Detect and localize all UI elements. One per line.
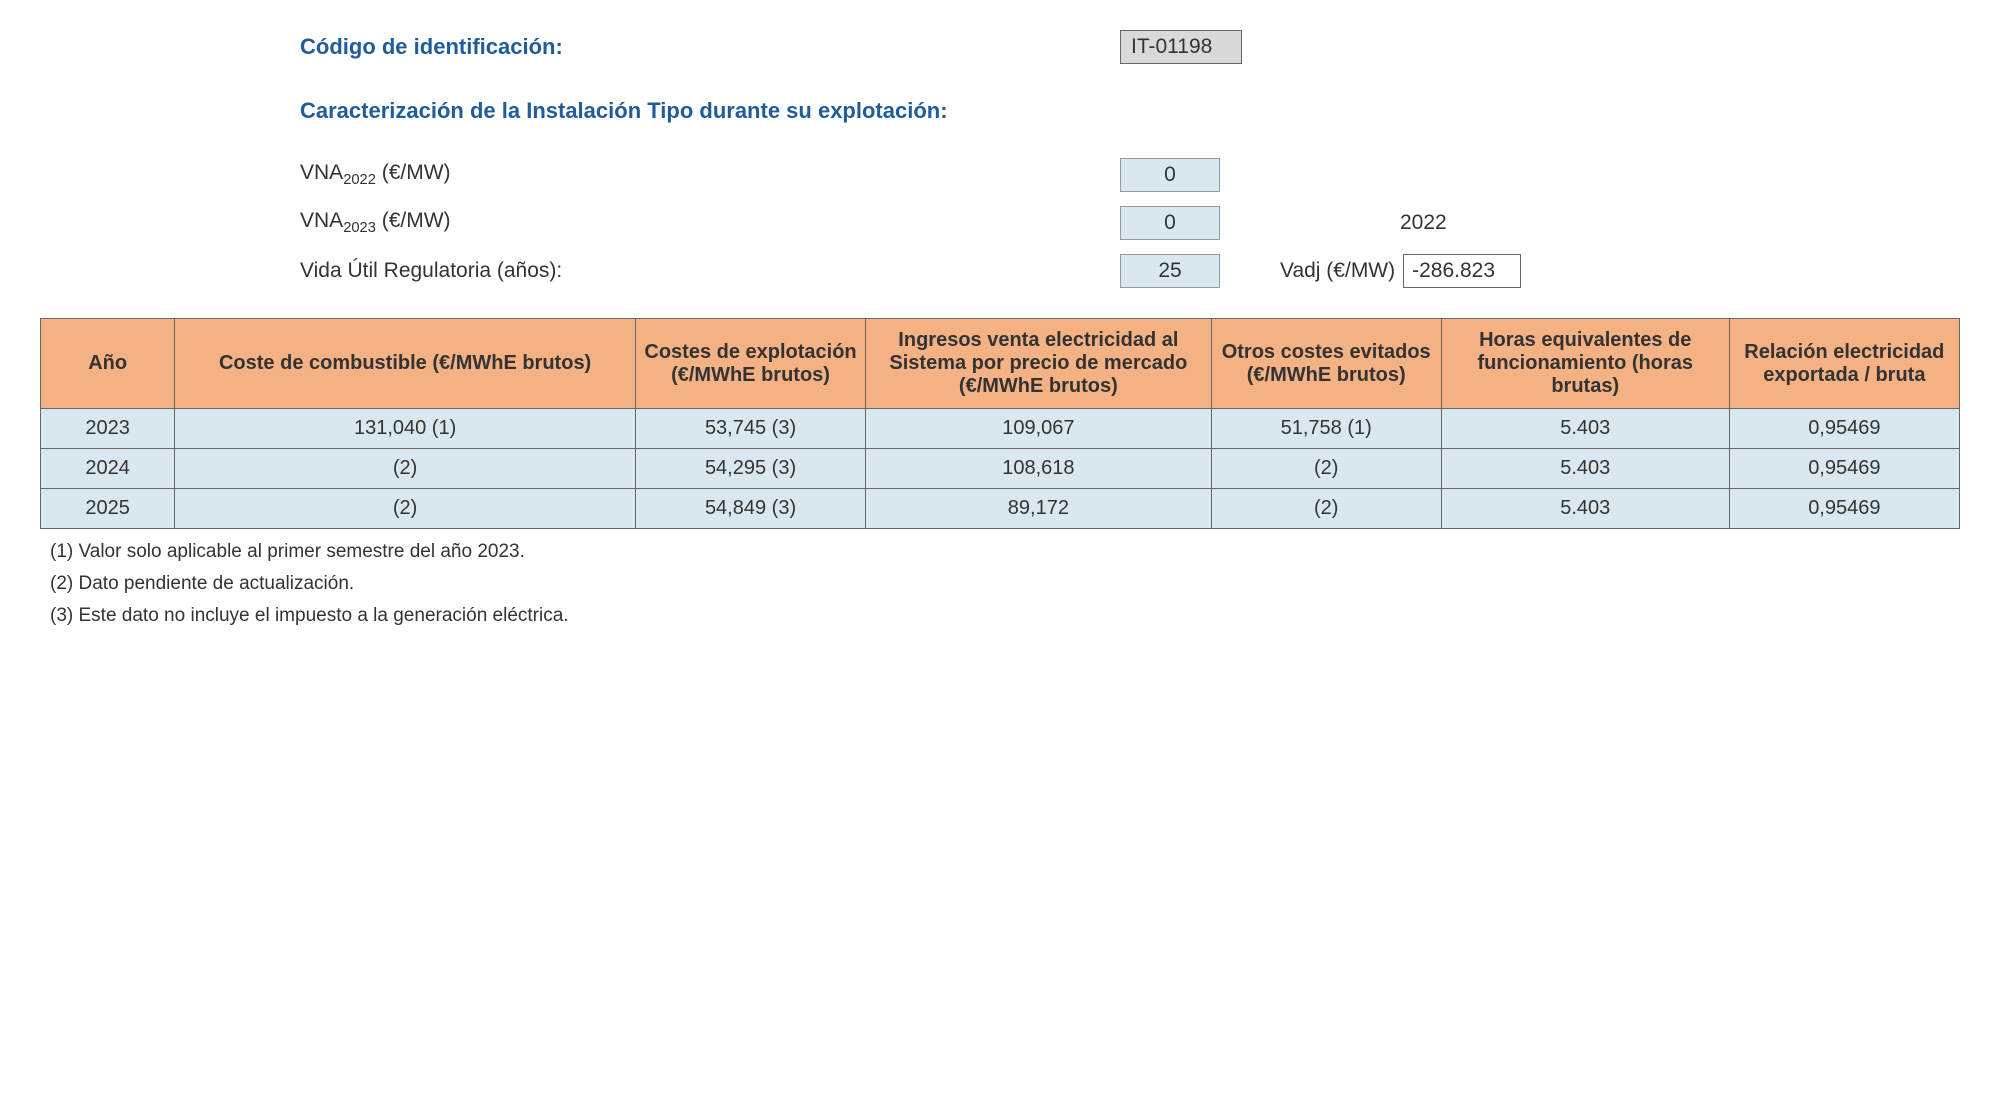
footnote: (1) Valor solo aplicable al primer semes…	[50, 541, 1960, 563]
table-cell: 53,745 (3)	[635, 409, 865, 449]
col-header: Año	[41, 319, 175, 409]
table-cell: 108,618	[866, 449, 1211, 489]
table-cell: 54,295 (3)	[635, 449, 865, 489]
table-body: 2023131,040 (1)53,745 (3)109,06751,758 (…	[41, 409, 1960, 529]
vna2023-row: VNA2023 (€/MW) 0 2022	[300, 206, 1960, 240]
table-row: 2024(2)54,295 (3)108,618(2)5.4030,95469	[41, 449, 1960, 489]
col-header: Costes de explotación (€/MWhE brutos)	[635, 319, 865, 409]
table-cell: 0,95469	[1729, 409, 1959, 449]
vna2022-label: VNA2022 (€/MW)	[300, 161, 1120, 188]
table-cell: (2)	[1211, 449, 1441, 489]
section-title-row: Caracterización de la Instalación Tipo d…	[300, 98, 1960, 124]
col-header: Ingresos venta electricidad al Sistema p…	[866, 319, 1211, 409]
vida-value: 25	[1120, 254, 1220, 288]
col-header: Otros costes evitados (€/MWhE brutos)	[1211, 319, 1441, 409]
table-row: 2025(2)54,849 (3)89,172(2)5.4030,95469	[41, 489, 1960, 529]
table-cell: (2)	[175, 449, 636, 489]
table-cell: 2025	[41, 489, 175, 529]
vna2023-label: VNA2023 (€/MW)	[300, 209, 1120, 236]
col-header: Relación electricidad exportada / bruta	[1729, 319, 1959, 409]
table-cell: 5.403	[1441, 449, 1729, 489]
table-head: AñoCoste de combustible (€/MWhE brutos)C…	[41, 319, 1960, 409]
footnote: (3) Este dato no incluye el impuesto a l…	[50, 605, 1960, 627]
table-cell: 2023	[41, 409, 175, 449]
table-cell: 2024	[41, 449, 175, 489]
header-block: Código de identificación: IT-01198 Carac…	[300, 30, 1960, 288]
side-year: 2022	[1400, 211, 1447, 235]
table-cell: (2)	[1211, 489, 1441, 529]
table-cell: (2)	[175, 489, 636, 529]
table-cell: 5.403	[1441, 489, 1729, 529]
id-label: Código de identificación:	[300, 34, 1120, 60]
vadj-wrap: Vadj (€/MW) -286.823	[1280, 254, 1521, 288]
vida-label: Vida Útil Regulatoria (años):	[300, 259, 1120, 283]
col-header: Coste de combustible (€/MWhE brutos)	[175, 319, 636, 409]
table-cell: 5.403	[1441, 409, 1729, 449]
table-cell: 131,040 (1)	[175, 409, 636, 449]
footnotes: (1) Valor solo aplicable al primer semes…	[50, 541, 1960, 627]
table-cell: 109,067	[866, 409, 1211, 449]
id-row: Código de identificación: IT-01198	[300, 30, 1960, 64]
table-cell: 0,95469	[1729, 449, 1959, 489]
main-table: AñoCoste de combustible (€/MWhE brutos)C…	[40, 318, 1960, 529]
table-cell: 0,95469	[1729, 489, 1959, 529]
table-cell: 89,172	[866, 489, 1211, 529]
vna2022-row: VNA2022 (€/MW) 0	[300, 158, 1960, 192]
table-cell: 54,849 (3)	[635, 489, 865, 529]
table-cell: 51,758 (1)	[1211, 409, 1441, 449]
vna2023-value: 0	[1120, 206, 1220, 240]
col-header: Horas equivalentes de funcionamiento (ho…	[1441, 319, 1729, 409]
section-title: Caracterización de la Instalación Tipo d…	[300, 98, 1120, 124]
id-value-box: IT-01198	[1120, 30, 1242, 64]
vna2022-value: 0	[1120, 158, 1220, 192]
footnote: (2) Dato pendiente de actualización.	[50, 573, 1960, 595]
table-row: 2023131,040 (1)53,745 (3)109,06751,758 (…	[41, 409, 1960, 449]
vida-row: Vida Útil Regulatoria (años): 25 Vadj (€…	[300, 254, 1960, 288]
vadj-label: Vadj (€/MW)	[1280, 259, 1395, 283]
vadj-value: -286.823	[1403, 254, 1521, 288]
